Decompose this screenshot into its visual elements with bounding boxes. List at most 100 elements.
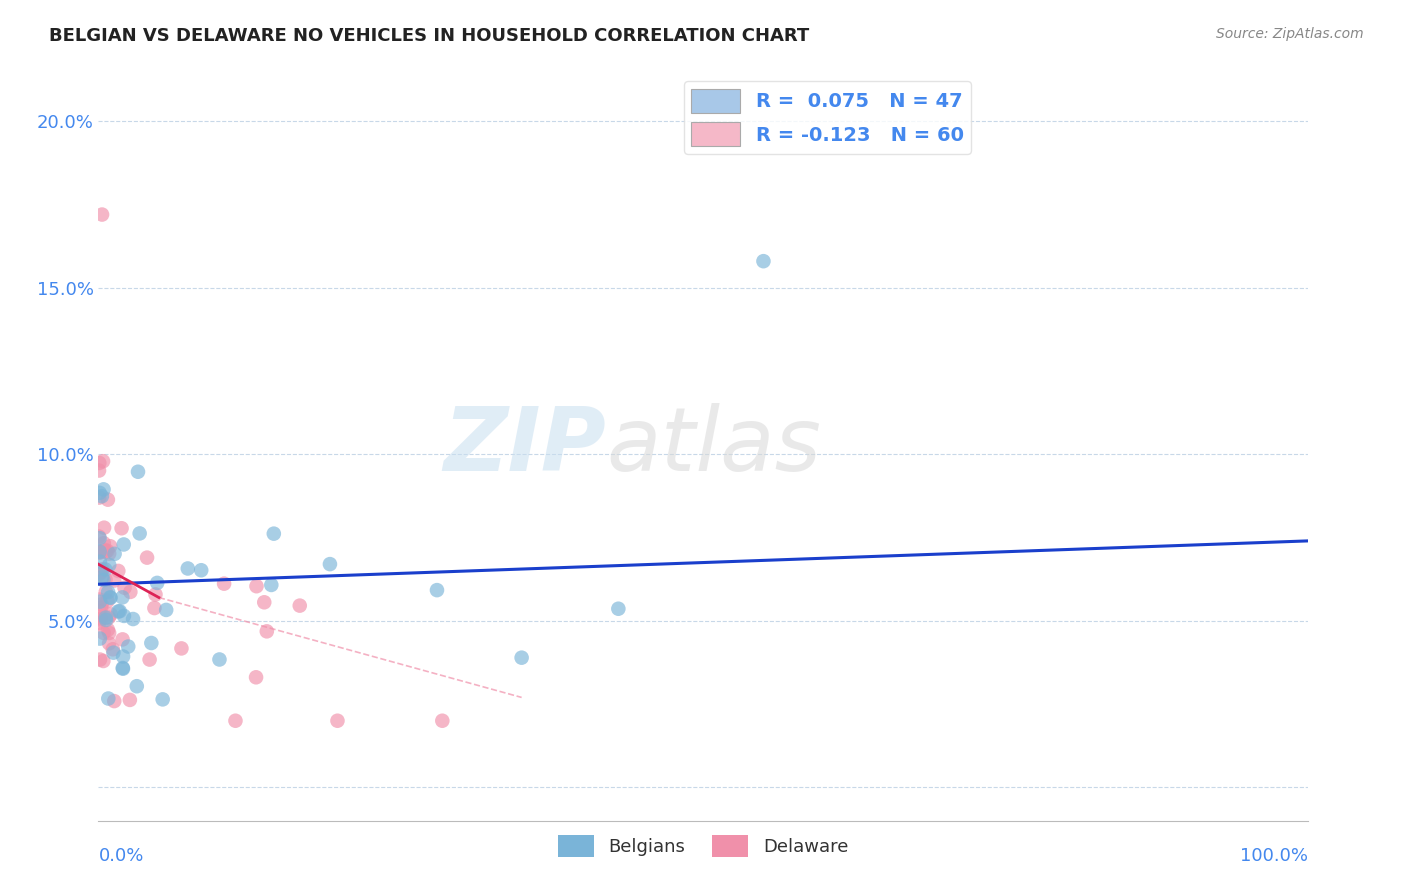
Point [97,492,120,507]
Point [107,604,129,618]
Point [432,714,454,728]
Text: 100.0%: 100.0% [1240,847,1308,865]
Point [89,594,111,608]
Point [118,693,141,707]
Point [87,612,110,626]
Point [112,649,135,664]
Point [111,591,134,605]
Point [170,641,193,656]
Point [90,563,112,577]
Point [93,483,115,497]
Point [143,601,166,615]
Point [89,544,111,558]
Point [107,564,129,578]
Legend: Belgians, Delaware: Belgians, Delaware [551,828,855,864]
Point [125,679,148,693]
Point [90,489,112,503]
Point [103,574,125,588]
Point [260,578,283,592]
Point [112,537,135,551]
Point [426,583,449,598]
Point [94,545,117,559]
Point [90,545,112,559]
Point [98,547,121,561]
Point [103,694,125,708]
Point [97,691,120,706]
Point [122,612,145,626]
Point [114,581,136,595]
Point [89,531,111,545]
Point [89,632,111,646]
Point [145,587,167,601]
Point [110,521,132,535]
Point [93,573,115,587]
Point [97,623,120,637]
Point [97,610,120,624]
Point [98,636,121,650]
Text: ZIP: ZIP [443,402,606,490]
Point [90,600,112,615]
Point [104,547,127,561]
Point [96,543,118,558]
Point [319,557,342,571]
Point [91,570,114,584]
Point [253,595,276,609]
Point [89,456,111,470]
Point [93,521,115,535]
Point [103,646,125,660]
Text: Source: ZipAtlas.com: Source: ZipAtlas.com [1216,27,1364,41]
Point [98,558,121,572]
Point [224,714,246,728]
Text: atlas: atlas [606,403,821,489]
Point [607,601,630,615]
Point [245,670,267,684]
Point [98,626,121,640]
Point [138,652,160,666]
Point [96,594,118,608]
Point [245,579,267,593]
Point [510,650,533,665]
Point [141,636,163,650]
Point [89,604,111,618]
Point [111,661,134,675]
Point [117,640,139,654]
Point [89,486,111,500]
Point [91,562,114,576]
Point [100,591,122,605]
Point [87,567,110,582]
Point [89,555,111,569]
Point [89,592,111,607]
Point [177,561,200,575]
Point [91,208,114,222]
Text: BELGIAN VS DELAWARE NO VEHICLES IN HOUSEHOLD CORRELATION CHART: BELGIAN VS DELAWARE NO VEHICLES IN HOUSE… [49,27,810,45]
Point [146,575,169,590]
Point [98,591,121,605]
Point [190,563,212,577]
Point [93,626,115,640]
Point [90,611,112,625]
Point [101,642,124,657]
Point [263,526,285,541]
Point [120,585,142,599]
Point [212,576,235,591]
Text: 0.0%: 0.0% [98,847,143,865]
Point [108,604,131,618]
Point [326,714,349,728]
Point [93,543,115,558]
Point [91,454,114,468]
Point [752,254,775,268]
Point [87,546,110,560]
Point [111,632,134,647]
Point [94,562,117,576]
Point [87,530,110,544]
Point [111,662,134,676]
Point [87,616,110,631]
Point [90,566,112,580]
Point [98,539,121,553]
Point [89,652,111,666]
Point [152,692,174,706]
Point [94,584,117,599]
Point [97,585,120,599]
Point [90,597,112,611]
Point [93,536,115,550]
